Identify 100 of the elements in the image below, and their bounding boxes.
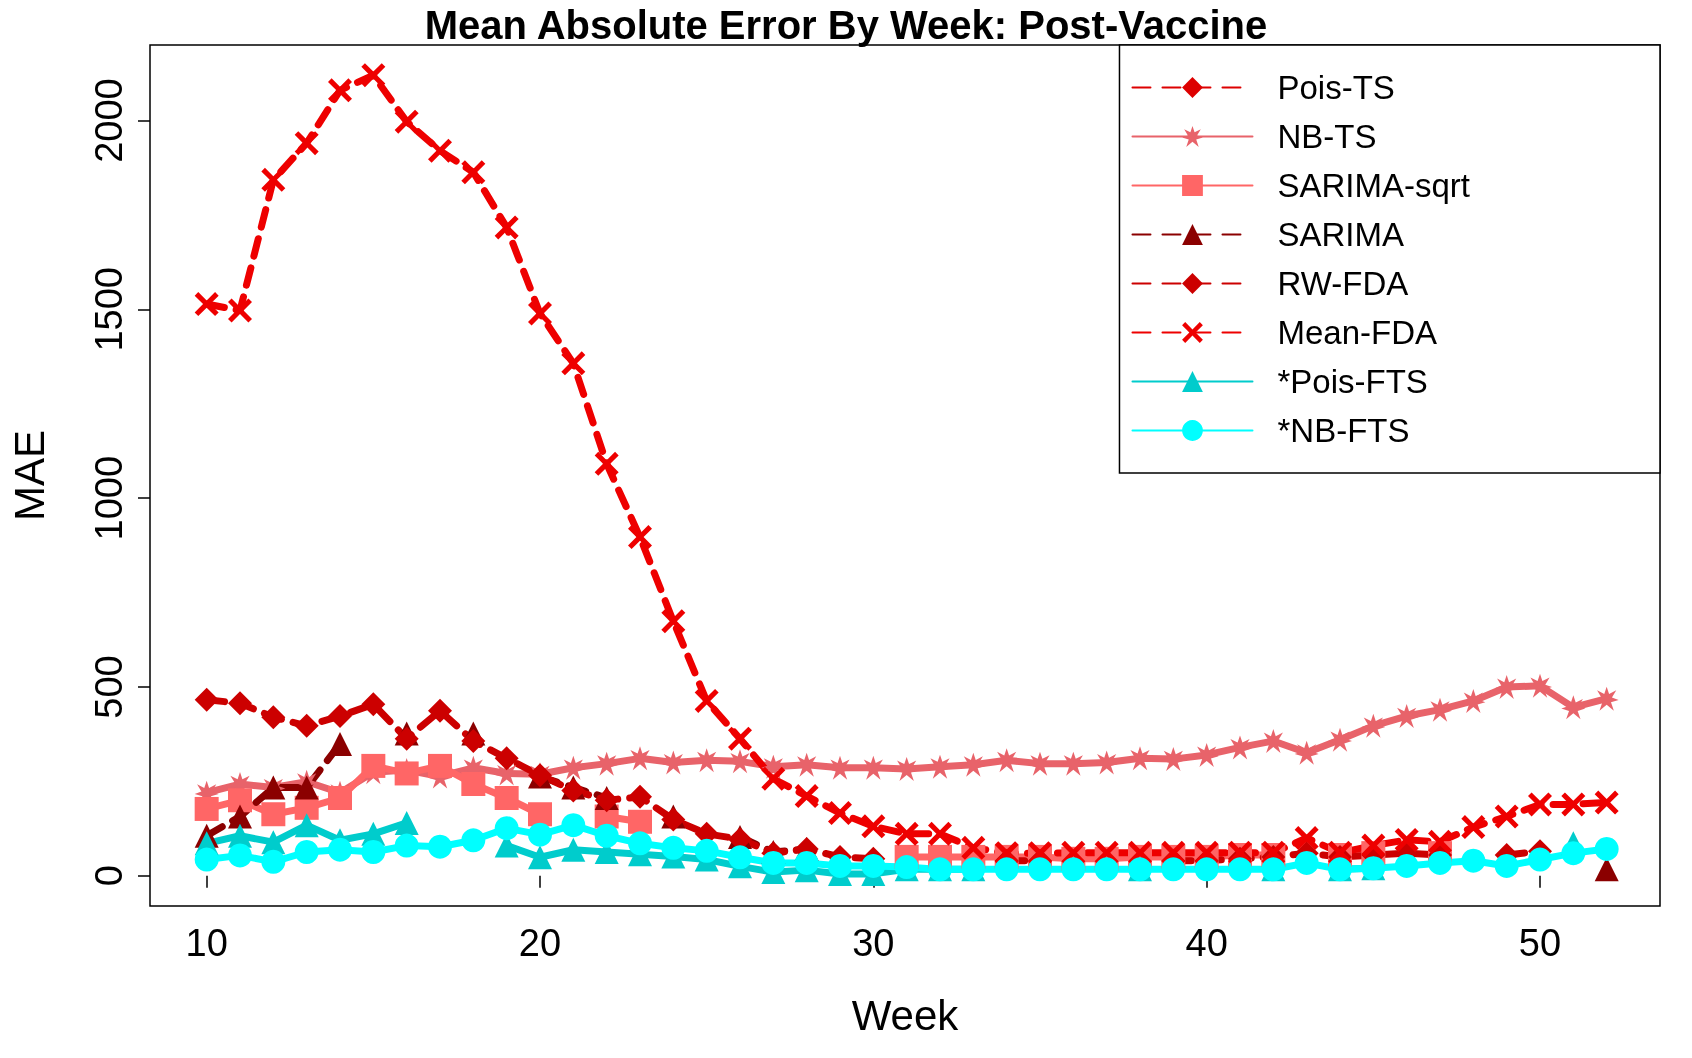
point (1561, 792, 1586, 817)
point (594, 451, 619, 476)
point (1594, 686, 1619, 711)
point (561, 755, 586, 780)
point (361, 692, 386, 717)
point (394, 109, 419, 134)
point (728, 726, 752, 751)
point (961, 835, 986, 860)
legend-label: RW-FDA (1277, 265, 1409, 302)
point (394, 833, 419, 858)
point (1094, 750, 1119, 775)
legend-label: NB-TS (1277, 118, 1377, 155)
point (328, 78, 352, 103)
point (1028, 751, 1052, 776)
point (294, 813, 319, 838)
point (461, 772, 486, 797)
point (1428, 829, 1452, 854)
point (228, 298, 252, 323)
point (1094, 857, 1119, 882)
point (528, 845, 552, 870)
point (228, 804, 252, 829)
point (761, 766, 786, 791)
point (1461, 688, 1486, 713)
point (1528, 673, 1552, 698)
x-tick-label: 40 (1185, 922, 1228, 964)
point (1394, 853, 1419, 878)
point (1361, 713, 1386, 738)
point (894, 756, 919, 781)
point (528, 822, 552, 847)
point (1528, 847, 1552, 872)
point (1561, 695, 1586, 720)
point (828, 853, 852, 878)
point (628, 831, 652, 856)
point (1128, 746, 1152, 771)
point (1294, 826, 1319, 851)
point (1594, 790, 1619, 815)
point (1394, 827, 1419, 852)
point (228, 843, 252, 868)
point (861, 853, 886, 878)
x-axis-title: Week (851, 991, 960, 1039)
point (1494, 804, 1519, 829)
point (428, 698, 452, 723)
point (361, 840, 386, 864)
point (1294, 850, 1319, 875)
y-tick-label: 2000 (88, 78, 130, 163)
point (428, 834, 452, 859)
point (1028, 857, 1052, 882)
point (961, 752, 986, 777)
point (1394, 704, 1419, 729)
point (361, 753, 386, 778)
point (1494, 674, 1519, 699)
point (1228, 735, 1252, 760)
point (228, 788, 252, 813)
point (1494, 853, 1519, 878)
legend-label: Mean-FDA (1277, 314, 1438, 351)
point (1194, 857, 1219, 882)
point (1428, 850, 1452, 875)
y-tick-label: 500 (88, 655, 130, 719)
point (461, 160, 486, 185)
point (194, 687, 219, 712)
point (694, 838, 719, 863)
point (561, 351, 586, 376)
point (494, 215, 519, 240)
point (1261, 728, 1286, 753)
point (794, 850, 819, 875)
legend-label: SARIMA (1277, 216, 1405, 253)
point (428, 753, 452, 778)
x-tick-label: 10 (185, 922, 228, 964)
point (594, 823, 619, 848)
point (894, 821, 919, 846)
point (1561, 841, 1586, 866)
point (994, 748, 1019, 773)
legend-label: SARIMA-sqrt (1277, 167, 1471, 204)
point (1161, 857, 1186, 882)
point (694, 748, 719, 773)
point (361, 63, 386, 88)
point (528, 301, 552, 326)
point (628, 746, 652, 771)
point (294, 840, 319, 864)
point (494, 816, 519, 841)
y-axis-title: MAE (5, 429, 53, 522)
point (194, 796, 219, 821)
point (261, 705, 286, 730)
point (1594, 836, 1619, 861)
point (494, 746, 519, 771)
point (461, 728, 486, 753)
point (194, 847, 219, 872)
point (661, 750, 686, 775)
point (394, 810, 419, 835)
point (1361, 833, 1386, 858)
point (794, 752, 819, 777)
point (728, 749, 752, 774)
x-tick-label: 30 (852, 922, 895, 964)
x-tick-label: 50 (1518, 922, 1562, 964)
point (1061, 857, 1086, 882)
y-tick-label: 1000 (88, 455, 130, 541)
point (828, 801, 852, 826)
point (928, 821, 952, 846)
point (1428, 697, 1452, 722)
point (561, 813, 586, 838)
